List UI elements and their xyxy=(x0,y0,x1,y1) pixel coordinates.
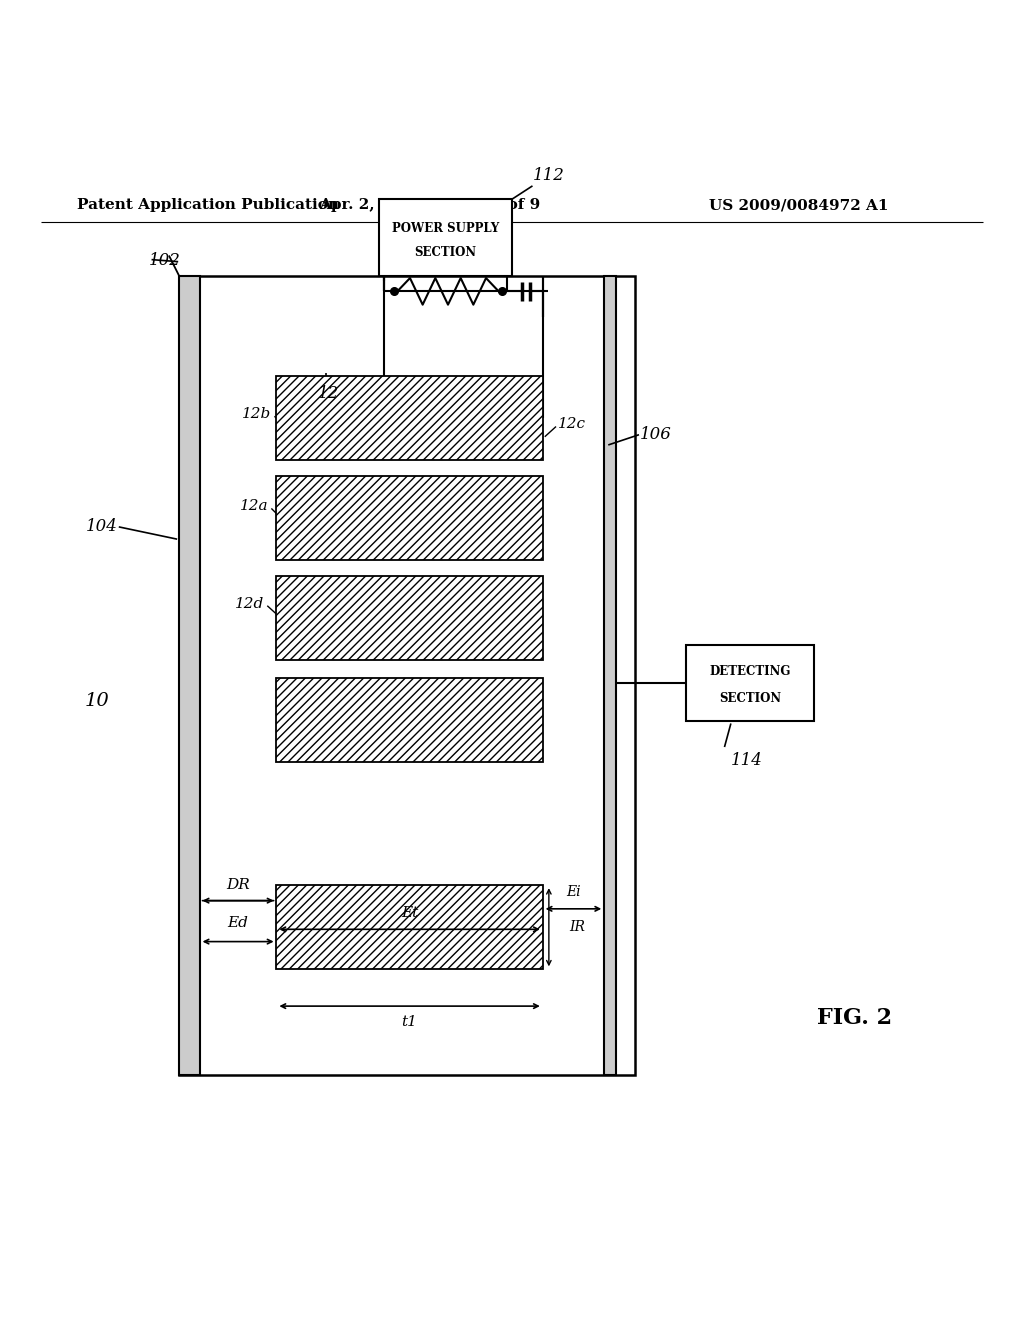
Text: 12a: 12a xyxy=(240,499,268,513)
Text: 12d: 12d xyxy=(234,597,264,611)
Text: DETECTING: DETECTING xyxy=(710,665,791,678)
Text: Apr. 2, 2009   Sheet 2 of 9: Apr. 2, 2009 Sheet 2 of 9 xyxy=(319,198,541,213)
Text: Ed: Ed xyxy=(227,916,249,931)
Text: POWER SUPPLY: POWER SUPPLY xyxy=(392,222,499,235)
Bar xyxy=(686,644,814,722)
Text: 112: 112 xyxy=(532,166,564,183)
Text: US 2009/0084972 A1: US 2009/0084972 A1 xyxy=(709,198,889,213)
Bar xyxy=(276,376,543,461)
Bar xyxy=(276,475,543,560)
Bar xyxy=(179,276,635,1074)
Bar xyxy=(379,199,512,276)
Text: 10: 10 xyxy=(85,692,110,710)
Text: SECTION: SECTION xyxy=(719,692,781,705)
Text: 12c: 12c xyxy=(558,417,586,432)
Bar xyxy=(276,678,543,763)
Bar xyxy=(276,886,543,969)
Bar xyxy=(179,276,200,1074)
Text: FIG. 2: FIG. 2 xyxy=(817,1007,893,1030)
Text: 104: 104 xyxy=(86,519,118,536)
Text: SECTION: SECTION xyxy=(415,247,476,260)
Text: 114: 114 xyxy=(731,752,763,770)
Text: 106: 106 xyxy=(640,426,672,444)
Text: Ei: Ei xyxy=(566,886,581,899)
Text: t1: t1 xyxy=(401,1015,418,1030)
Text: Et: Et xyxy=(401,906,418,920)
Text: 12b: 12b xyxy=(242,408,271,421)
Bar xyxy=(604,276,616,1074)
Text: DR: DR xyxy=(226,878,250,892)
Text: IR: IR xyxy=(569,920,586,935)
Text: Patent Application Publication: Patent Application Publication xyxy=(77,198,339,213)
Text: 102: 102 xyxy=(148,252,180,269)
Text: 12: 12 xyxy=(317,385,339,403)
Bar xyxy=(276,576,543,660)
